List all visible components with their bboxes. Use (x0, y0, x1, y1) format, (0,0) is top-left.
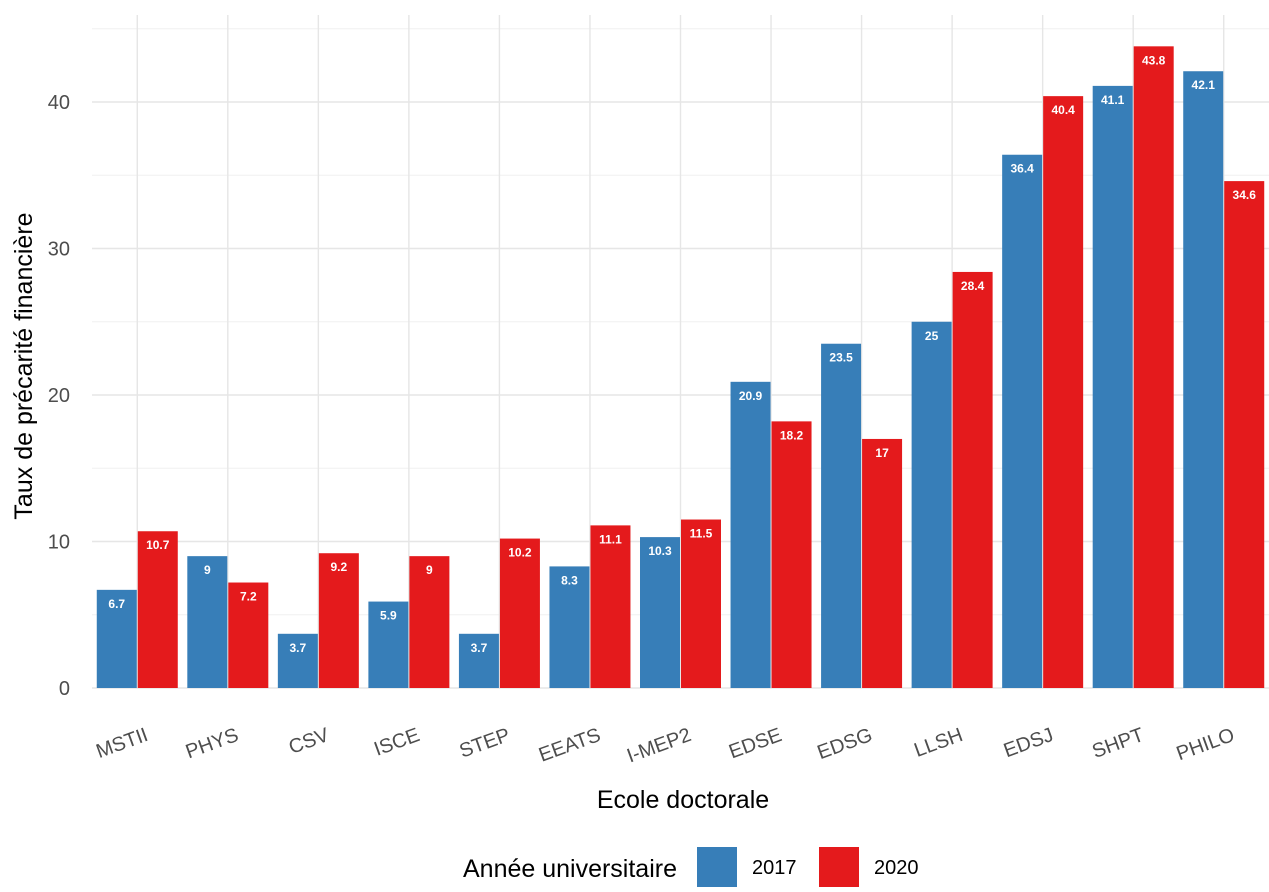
x-tick-label: CSV (286, 724, 333, 759)
data-label: 40.4 (1051, 103, 1075, 117)
data-label: 11.1 (599, 532, 622, 546)
data-label: 10.3 (648, 544, 672, 558)
legend-label-2020: 2020 (874, 857, 919, 879)
y-tick-label: 0 (59, 678, 70, 700)
bar-2017-PHILO (1183, 71, 1224, 689)
x-tick-label: PHYS (183, 724, 242, 763)
x-axis-ticks: MSTII PHYS CSV ISCE STEP EEATS I-MEP2 EDSE EDSG L… (93, 724, 1237, 768)
x-tick-label: EEATS (536, 724, 604, 767)
data-label: 11.5 (690, 527, 713, 541)
bar-2020-I-MEP2 (681, 519, 721, 688)
x-axis-title: Ecole doctorale (597, 786, 769, 814)
x-tick-label: STEP (457, 724, 514, 763)
y-tick-label: 10 (48, 532, 70, 554)
bar-2020-EDSE (771, 421, 812, 688)
legend-swatch-2017 (697, 847, 737, 887)
bar-2017-EDSJ (1002, 154, 1043, 689)
bar-2017-ISCE (368, 601, 409, 688)
y-tick-label: 30 (48, 239, 70, 261)
bar-2017-EEATS (549, 566, 590, 688)
data-label: 7.2 (240, 590, 257, 604)
x-tick-label: ISCE (371, 724, 422, 761)
bar-2017-STEP (458, 633, 499, 688)
bar-2020-EDSJ (1043, 96, 1084, 688)
x-tick-label: EDSE (726, 724, 785, 763)
bar-labels: 6.7 10.7 9 7.2 3.7 9.2 5.9 9 3.7 10.2 8.3 11.1 10.3 1… (108, 53, 1256, 654)
data-label: 23.5 (829, 351, 853, 365)
y-tick-label: 40 (48, 92, 70, 114)
legend-swatch-2020 (819, 847, 859, 887)
bar-2017-EDSE (730, 381, 771, 688)
bar-2017-EDSG (821, 343, 862, 688)
x-tick-label: PHILO (1174, 724, 1238, 765)
bar-2020-STEP (499, 538, 540, 688)
data-label: 25 (925, 329, 939, 343)
data-label: 9.2 (331, 560, 348, 574)
bar-2020-LLSH (952, 271, 993, 688)
bar-2020-EEATS (590, 525, 631, 688)
data-label: 10.2 (508, 546, 532, 560)
bar-2020-PHYS (228, 582, 269, 688)
legend-title: Année universitaire (463, 855, 677, 883)
legend: Année universitaire 2017 2020 (463, 847, 919, 887)
bar-2020-ISCE (409, 556, 450, 688)
grid (92, 15, 1269, 689)
data-label: 42.1 (1192, 78, 1216, 92)
data-label: 36.4 (1010, 162, 1034, 176)
bar-2020-CSV (318, 553, 359, 688)
y-tick-label: 20 (48, 385, 70, 407)
data-label: 20.9 (739, 389, 763, 403)
bar-2020-SHPT (1133, 46, 1174, 688)
data-label: 10.7 (146, 538, 170, 552)
data-label: 41.1 (1101, 93, 1125, 107)
bar-2017-MSTII (96, 589, 137, 688)
data-label: 17 (875, 446, 889, 460)
bar-2017-PHYS (187, 556, 228, 688)
bar-2020-PHILO (1224, 181, 1265, 689)
data-label: 18.2 (780, 428, 804, 442)
data-label: 28.4 (961, 279, 985, 293)
bar-2020-MSTII (137, 531, 178, 688)
bar-2017-I-MEP2 (640, 537, 680, 688)
x-tick-label: SHPT (1089, 724, 1147, 763)
data-label: 5.9 (380, 609, 397, 623)
bar-2017-SHPT (1092, 85, 1133, 688)
data-label: 6.7 (108, 597, 125, 611)
x-tick-label: MSTII (93, 724, 151, 763)
bars (96, 46, 1265, 689)
x-tick-label: EDSJ (1001, 724, 1057, 762)
data-label: 9 (204, 563, 211, 577)
data-label: 8.3 (561, 573, 578, 587)
bar-2017-CSV (277, 633, 318, 688)
y-axis-ticks: 0 10 20 30 40 (48, 92, 70, 700)
data-label: 43.8 (1142, 53, 1166, 67)
x-tick-label: LLSH (911, 724, 966, 762)
y-axis-title: Taux de précarité financière (10, 212, 38, 519)
data-label: 9 (426, 563, 433, 577)
x-tick-label: EDSG (814, 724, 875, 764)
legend-label-2017: 2017 (752, 857, 797, 879)
bar-2017-LLSH (911, 321, 952, 688)
x-tick-label: I-MEP2 (624, 724, 694, 767)
bar-2020-EDSG (862, 438, 903, 688)
data-label: 3.7 (290, 641, 307, 655)
data-label: 34.6 (1233, 188, 1257, 202)
data-label: 3.7 (471, 641, 488, 655)
